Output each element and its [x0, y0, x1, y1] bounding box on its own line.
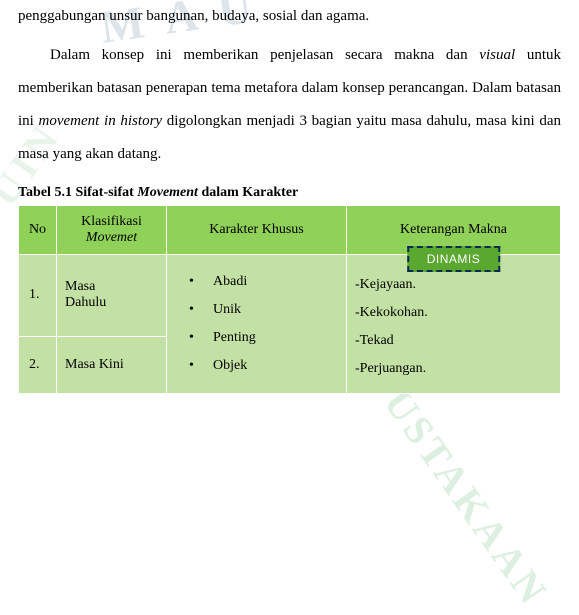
p2-movement: movement in history	[39, 113, 163, 129]
caption-pre: Tabel 5.1 Sifat-sifat	[18, 185, 137, 200]
karakter-item: Unik	[195, 296, 338, 324]
keterangan-inner: DINAMIS -Kejayaan. -Kekokohan. -Tekad -P…	[355, 265, 552, 383]
caption-post: dalam Karakter	[198, 185, 298, 200]
table-row: 1. Masa Dahulu Abadi Unik Penting Objek …	[19, 255, 561, 337]
th-karakter: Karakter Khusus	[167, 206, 347, 255]
keterangan-item: -Kekokohan.	[355, 299, 552, 327]
th-klas-line2: Movemet	[61, 230, 162, 246]
paragraph-1: penggabungan unsur bangunan, budaya, sos…	[18, 0, 561, 33]
r1-klas-b: Dahulu	[65, 295, 158, 311]
p2-visual: visual	[479, 47, 515, 63]
th-klas-line1: Klasifikasi	[61, 214, 162, 230]
karakter-item: Penting	[195, 324, 338, 352]
th-no: No	[19, 206, 57, 255]
sifat-table: No Klasifikasi Movemet Karakter Khusus K…	[18, 205, 561, 394]
cell-r2-klas: Masa Kini	[57, 336, 167, 393]
paragraph-2: Dalam konsep ini memberikan penjelasan s…	[18, 39, 561, 171]
cell-keterangan: DINAMIS -Kejayaan. -Kekokohan. -Tekad -P…	[347, 255, 561, 394]
th-klasifikasi: Klasifikasi Movemet	[57, 206, 167, 255]
table-caption: Tabel 5.1 Sifat-sifat Movement dalam Kar…	[18, 185, 561, 201]
cell-karakter: Abadi Unik Penting Objek	[167, 255, 347, 394]
keterangan-list: -Kejayaan. -Kekokohan. -Tekad -Perjuanga…	[355, 271, 552, 383]
keterangan-item: -Tekad	[355, 327, 552, 355]
dinamis-badge: DINAMIS	[407, 246, 501, 272]
r1-klas-a: Masa	[65, 279, 158, 295]
cell-r1-no: 1.	[19, 255, 57, 337]
keterangan-item: -Kejayaan.	[355, 271, 552, 299]
p2-part-a: Dalam konsep ini memberikan penjelasan s…	[50, 47, 479, 63]
caption-italic: Movement	[137, 185, 198, 200]
cell-r2-no: 2.	[19, 336, 57, 393]
cell-r1-klas: Masa Dahulu	[57, 255, 167, 337]
karakter-item: Objek	[195, 352, 338, 380]
page-content: penggabungan unsur bangunan, budaya, sos…	[0, 0, 579, 394]
keterangan-item: -Perjuangan.	[355, 355, 552, 383]
karakter-list: Abadi Unik Penting Objek	[175, 268, 338, 380]
karakter-item: Abadi	[195, 268, 338, 296]
